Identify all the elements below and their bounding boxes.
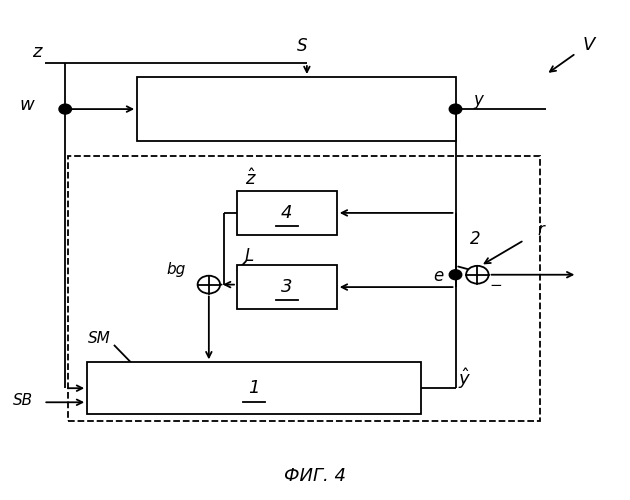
Text: $\hat{z}$: $\hat{z}$ bbox=[246, 168, 257, 188]
Text: bg: bg bbox=[167, 262, 186, 278]
Circle shape bbox=[466, 266, 489, 283]
Text: S: S bbox=[297, 38, 308, 56]
Text: $\hat{y}$: $\hat{y}$ bbox=[458, 366, 471, 391]
Circle shape bbox=[449, 104, 462, 114]
Text: 2: 2 bbox=[469, 230, 480, 248]
Text: r: r bbox=[537, 221, 544, 239]
Text: −: − bbox=[490, 278, 503, 293]
Text: w: w bbox=[19, 96, 34, 114]
Text: V: V bbox=[582, 36, 595, 54]
FancyBboxPatch shape bbox=[87, 362, 421, 414]
Text: z: z bbox=[32, 43, 42, 61]
Text: y: y bbox=[474, 91, 484, 109]
FancyBboxPatch shape bbox=[237, 265, 337, 310]
Circle shape bbox=[449, 270, 462, 280]
Text: 3: 3 bbox=[281, 278, 293, 296]
Text: 4: 4 bbox=[281, 204, 293, 222]
FancyBboxPatch shape bbox=[237, 190, 337, 235]
Text: SB: SB bbox=[13, 394, 33, 408]
Circle shape bbox=[59, 104, 71, 114]
Text: SM: SM bbox=[88, 330, 111, 345]
Text: L: L bbox=[245, 247, 254, 265]
FancyBboxPatch shape bbox=[137, 77, 455, 141]
Text: e: e bbox=[433, 266, 444, 284]
Circle shape bbox=[198, 276, 220, 293]
Text: 1: 1 bbox=[248, 379, 260, 397]
Text: ФИГ. 4: ФИГ. 4 bbox=[284, 468, 346, 485]
